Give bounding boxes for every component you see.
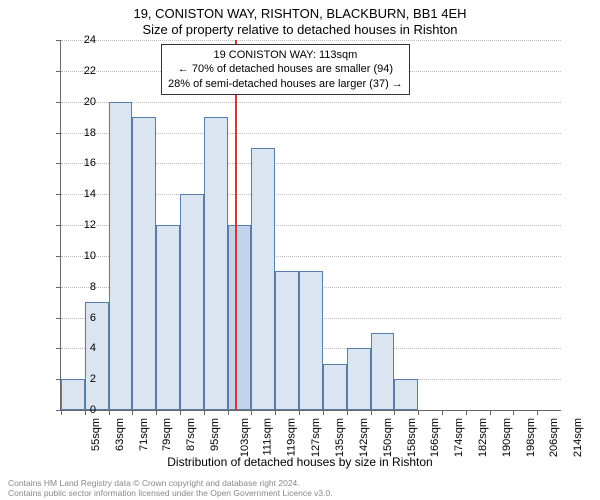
y-tickmark	[56, 194, 61, 195]
y-tickmark	[56, 40, 61, 41]
y-tick-label: 2	[66, 373, 96, 385]
y-tick-label: 10	[66, 250, 96, 262]
x-tick-label: 119sqm	[286, 418, 298, 456]
footer-line1: Contains HM Land Registry data © Crown c…	[8, 478, 333, 488]
y-tickmark	[56, 348, 61, 349]
bar	[156, 225, 180, 410]
annot-line2: ← 70% of detached houses are smaller (94…	[168, 62, 403, 76]
y-tick-label: 12	[66, 219, 96, 231]
footer-line2: Contains public sector information licen…	[8, 488, 333, 498]
x-tickmark	[394, 410, 395, 415]
annot-line3: 28% of semi-detached houses are larger (…	[168, 77, 403, 91]
x-tickmark	[323, 410, 324, 415]
y-tick-label: 24	[66, 34, 96, 46]
annotation-box: 19 CONISTON WAY: 113sqm← 70% of detached…	[161, 44, 410, 95]
x-tickmark	[275, 410, 276, 415]
y-tick-label: 8	[66, 281, 96, 293]
bar	[180, 194, 204, 410]
y-tickmark	[56, 225, 61, 226]
gridline	[61, 102, 561, 103]
chart-title-line1: 19, CONISTON WAY, RISHTON, BLACKBURN, BB…	[0, 6, 600, 21]
x-tick-label: 166sqm	[429, 418, 441, 457]
x-tickmark	[109, 410, 110, 415]
x-tickmark	[204, 410, 205, 415]
y-tick-label: 4	[66, 342, 96, 354]
x-tick-label: 95sqm	[209, 418, 221, 451]
x-tick-label: 55sqm	[90, 418, 102, 451]
y-tickmark	[56, 318, 61, 319]
plot-area: 19 CONISTON WAY: 113sqm← 70% of detached…	[60, 40, 561, 411]
marker-line	[235, 40, 237, 410]
bar	[347, 348, 371, 410]
x-tick-label: 158sqm	[406, 418, 418, 457]
x-tick-label: 214sqm	[572, 418, 584, 457]
bar	[299, 271, 323, 410]
bar	[371, 333, 395, 410]
y-tick-label: 18	[66, 127, 96, 139]
x-tick-label: 198sqm	[525, 418, 537, 457]
x-tick-label: 190sqm	[501, 418, 513, 457]
x-tickmark	[490, 410, 491, 415]
x-tickmark	[442, 410, 443, 415]
x-tickmark	[466, 410, 467, 415]
x-tickmark	[371, 410, 372, 415]
x-tick-label: 79sqm	[161, 418, 173, 451]
y-tickmark	[56, 256, 61, 257]
bar	[132, 117, 156, 410]
x-tickmark	[61, 410, 62, 415]
x-tick-label: 63sqm	[114, 418, 126, 451]
x-tickmark	[156, 410, 157, 415]
x-tick-label: 174sqm	[453, 418, 465, 457]
y-tick-label: 0	[66, 404, 96, 416]
x-tickmark	[418, 410, 419, 415]
bar	[251, 148, 275, 410]
x-tickmark	[228, 410, 229, 415]
x-tick-label: 150sqm	[382, 418, 394, 457]
bar	[275, 271, 299, 410]
y-tickmark	[56, 71, 61, 72]
annot-line1: 19 CONISTON WAY: 113sqm	[168, 48, 403, 62]
bar	[204, 117, 228, 410]
x-tick-label: 87sqm	[185, 418, 197, 451]
x-tickmark	[513, 410, 514, 415]
x-tickmark	[180, 410, 181, 415]
x-tick-label: 206sqm	[549, 418, 561, 457]
x-tick-label: 182sqm	[477, 418, 489, 457]
x-tick-label: 135sqm	[334, 418, 346, 457]
gridline	[61, 40, 561, 41]
y-tickmark	[56, 102, 61, 103]
footer-attribution: Contains HM Land Registry data © Crown c…	[8, 478, 333, 498]
bar	[228, 225, 252, 410]
bar	[109, 102, 133, 410]
x-tickmark	[299, 410, 300, 415]
x-tick-label: 111sqm	[261, 418, 273, 456]
y-tick-label: 6	[66, 312, 96, 324]
x-tickmark	[537, 410, 538, 415]
bar	[394, 379, 418, 410]
y-tickmark	[56, 133, 61, 134]
y-tick-label: 20	[66, 96, 96, 108]
y-tickmark	[56, 287, 61, 288]
x-tick-label: 71sqm	[138, 418, 150, 451]
y-tickmark	[56, 163, 61, 164]
x-tickmark	[132, 410, 133, 415]
x-tickmark	[251, 410, 252, 415]
x-tick-label: 103sqm	[239, 418, 251, 457]
x-tickmark	[347, 410, 348, 415]
y-tick-label: 14	[66, 188, 96, 200]
bar	[323, 364, 347, 410]
x-tick-label: 127sqm	[310, 418, 322, 457]
y-tick-label: 22	[66, 65, 96, 77]
x-tick-label: 142sqm	[358, 418, 370, 457]
y-tick-label: 16	[66, 157, 96, 169]
